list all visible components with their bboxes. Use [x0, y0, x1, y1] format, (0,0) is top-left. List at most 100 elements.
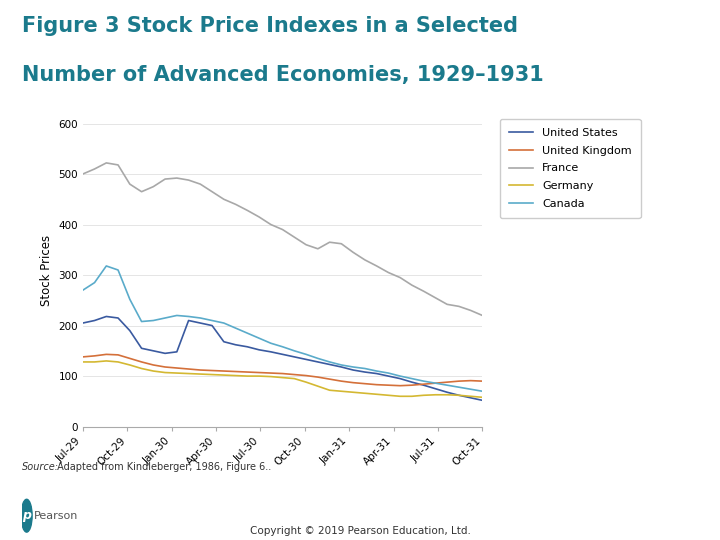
United Kingdom — [243, 369, 252, 375]
France — [125, 181, 134, 187]
United Kingdom — [408, 382, 416, 388]
Canada — [161, 315, 169, 321]
France — [231, 201, 240, 207]
United Kingdom — [419, 381, 428, 387]
United States — [419, 382, 428, 388]
Canada — [372, 368, 381, 374]
United Kingdom — [361, 380, 369, 387]
United States — [231, 341, 240, 348]
Germany — [396, 393, 405, 400]
Line: France: France — [83, 163, 482, 315]
France — [114, 161, 122, 168]
Germany — [478, 394, 487, 401]
Germany — [408, 393, 416, 400]
Germany — [467, 393, 475, 400]
France — [467, 307, 475, 314]
Germany — [196, 371, 204, 377]
France — [138, 188, 146, 195]
United Kingdom — [149, 362, 158, 368]
Text: Number of Advanced Economies, 1929–1931: Number of Advanced Economies, 1929–1931 — [22, 65, 544, 85]
Text: p: p — [22, 509, 31, 522]
Text: Copyright © 2019 Pearson Education, Ltd.: Copyright © 2019 Pearson Education, Ltd. — [250, 526, 470, 537]
France — [337, 240, 346, 247]
Canada — [431, 380, 440, 387]
United States — [208, 322, 217, 329]
Canada — [419, 378, 428, 384]
Legend: United States, United Kingdom, France, Germany, Canada: United States, United Kingdom, France, G… — [500, 119, 641, 218]
United States — [313, 359, 322, 365]
Germany — [290, 375, 299, 382]
Germany — [361, 390, 369, 396]
Canada — [325, 359, 334, 365]
Canada — [102, 263, 111, 269]
Germany — [149, 368, 158, 374]
United States — [348, 367, 357, 373]
Germany — [231, 373, 240, 379]
United States — [467, 395, 475, 401]
United States — [278, 351, 287, 357]
United States — [266, 349, 275, 355]
United States — [408, 379, 416, 386]
United States — [290, 354, 299, 360]
Canada — [384, 370, 392, 376]
United Kingdom — [302, 373, 310, 379]
Germany — [184, 370, 193, 377]
Germany — [325, 387, 334, 394]
United Kingdom — [220, 368, 228, 374]
France — [266, 221, 275, 228]
Germany — [384, 392, 392, 399]
United States — [184, 318, 193, 324]
France — [161, 176, 169, 183]
United States — [102, 313, 111, 320]
United Kingdom — [431, 380, 440, 387]
United Kingdom — [161, 364, 169, 370]
United Kingdom — [114, 352, 122, 358]
Canada — [78, 287, 87, 293]
Germany — [255, 373, 264, 379]
France — [290, 234, 299, 240]
United States — [384, 373, 392, 379]
Text: Pearson: Pearson — [34, 511, 78, 521]
Germany — [161, 369, 169, 376]
Germany — [278, 374, 287, 381]
France — [173, 175, 181, 181]
United Kingdom — [454, 378, 463, 384]
United States — [302, 356, 310, 363]
France — [372, 263, 381, 269]
Germany — [337, 388, 346, 395]
United Kingdom — [278, 370, 287, 377]
Canada — [290, 348, 299, 354]
United Kingdom — [138, 359, 146, 365]
United States — [149, 348, 158, 354]
United States — [255, 347, 264, 353]
Canada — [408, 375, 416, 382]
United States — [431, 386, 440, 392]
France — [255, 214, 264, 220]
United States — [243, 343, 252, 350]
United States — [125, 327, 134, 334]
France — [278, 226, 287, 233]
United Kingdom — [348, 380, 357, 386]
France — [78, 171, 87, 177]
Canada — [278, 343, 287, 350]
United Kingdom — [90, 353, 99, 359]
France — [208, 188, 217, 195]
Germany — [220, 372, 228, 379]
Text: Source:: Source: — [22, 462, 58, 472]
Canada — [454, 384, 463, 390]
Canada — [443, 382, 451, 388]
Canada — [138, 318, 146, 325]
Canada — [231, 325, 240, 332]
United States — [361, 369, 369, 375]
France — [243, 207, 252, 214]
Y-axis label: Stock Prices: Stock Prices — [40, 234, 53, 306]
United States — [443, 389, 451, 395]
Germany — [90, 359, 99, 365]
Germany — [208, 372, 217, 378]
United States — [478, 397, 487, 403]
Germany — [125, 362, 134, 368]
United Kingdom — [325, 376, 334, 382]
Germany — [243, 373, 252, 379]
Canada — [396, 373, 405, 379]
United Kingdom — [372, 381, 381, 388]
